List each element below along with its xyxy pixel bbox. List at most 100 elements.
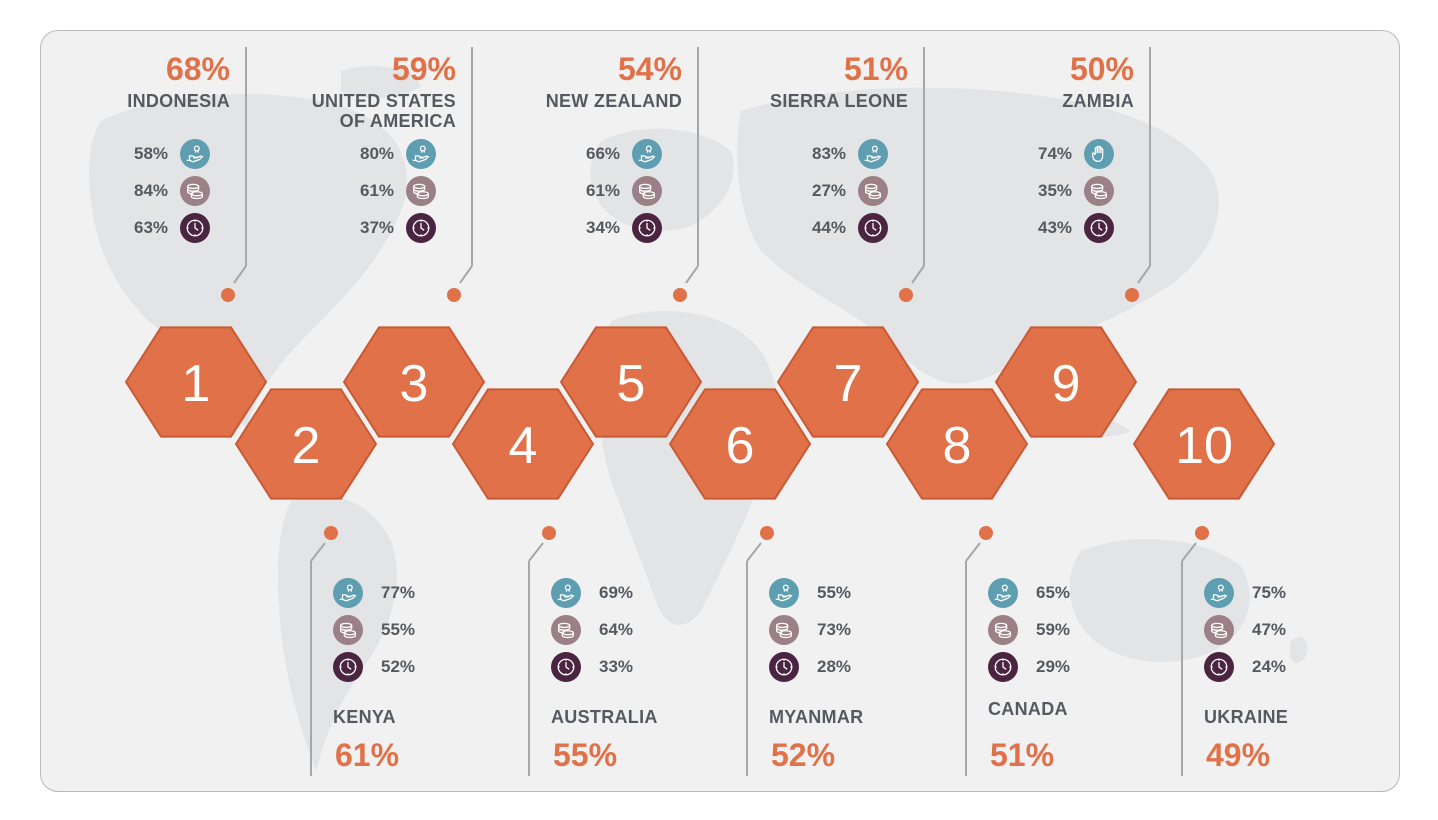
stat-row: 84%	[134, 176, 211, 206]
top-percent: 50%	[1069, 51, 1134, 87]
stat-row: 77%	[333, 578, 415, 608]
hexagon-shape	[342, 326, 486, 438]
coins-icon	[1084, 176, 1115, 206]
stat-row: 29%	[988, 652, 1070, 682]
rank-number: 9	[1052, 355, 1081, 413]
stat-row: 37%	[360, 213, 437, 243]
stat-value: 55%	[817, 583, 852, 602]
stat-row: 61%	[586, 176, 663, 206]
stat-row: 58%	[134, 139, 211, 169]
clock-icon	[858, 213, 889, 243]
bottom-percent: 52%	[771, 737, 836, 773]
coins-icon	[988, 615, 1018, 645]
stat-row: 73%	[769, 615, 851, 645]
hexagon-shape	[124, 326, 268, 438]
hexagon-rank-3: 3	[342, 326, 486, 438]
country-name: CANADA	[988, 699, 1068, 719]
coins-icon	[180, 176, 211, 206]
hexagon-shape	[885, 388, 1029, 500]
country-name: ZAMBIA	[1062, 91, 1134, 111]
rank-number: 5	[617, 355, 646, 413]
stat-row: 27%	[812, 176, 889, 206]
clock-icon	[406, 213, 437, 243]
stat-value: 55%	[381, 620, 416, 639]
stat-row: 83%	[812, 139, 889, 169]
hexagon-rank-chain: 1 2 3 4 5 6 7 8 9 10	[124, 326, 1276, 500]
hexagon-rank-7: 7	[776, 326, 920, 438]
stat-value: 58%	[134, 144, 169, 163]
clock-icon	[988, 652, 1018, 682]
stat-row: 35%	[1038, 176, 1115, 206]
stat-row: 52%	[333, 652, 415, 682]
stat-value: 83%	[812, 144, 847, 163]
rank-number: 6	[726, 417, 755, 475]
hexagon-shape	[559, 326, 703, 438]
hand-coin-icon	[858, 139, 889, 169]
hand-coin-icon	[180, 139, 211, 169]
country-name: UKRAINE	[1204, 707, 1289, 727]
stat-value: 84%	[134, 181, 169, 200]
stat-row: 47%	[1204, 615, 1286, 645]
stat-value: 35%	[1038, 181, 1073, 200]
stat-row: 55%	[333, 615, 415, 645]
stat-value: 47%	[1252, 620, 1287, 639]
hexagon-rank-10: 10	[1132, 388, 1276, 500]
rank-number: 2	[292, 417, 321, 475]
stat-value: 74%	[1038, 144, 1073, 163]
stat-value: 34%	[586, 218, 621, 237]
hand-coin-icon	[988, 578, 1018, 608]
coins-icon	[551, 615, 581, 645]
hexagon-shape	[994, 326, 1138, 438]
stat-row: 55%	[769, 578, 851, 608]
hexagon-rank-6: 6	[668, 388, 812, 500]
stat-value: 66%	[586, 144, 621, 163]
stat-row: 24%	[1204, 652, 1286, 682]
clock-icon	[632, 213, 663, 243]
country-name: INDONESIA	[127, 91, 230, 111]
stat-value: 59%	[1036, 620, 1071, 639]
coins-icon	[333, 615, 363, 645]
stat-row: 34%	[586, 213, 663, 243]
hexagon-rank-2: 2	[234, 388, 378, 500]
rank-number: 7	[834, 355, 863, 413]
stat-value: 77%	[381, 583, 416, 602]
coins-icon	[406, 176, 437, 206]
country-name: MYANMAR	[769, 707, 864, 727]
stat-row: 28%	[769, 652, 851, 682]
stat-value: 73%	[817, 620, 852, 639]
stat-value: 64%	[599, 620, 634, 639]
clock-icon	[180, 213, 211, 243]
stat-value: 63%	[134, 218, 169, 237]
stat-value: 80%	[360, 144, 395, 163]
hand-coin-icon	[632, 139, 663, 169]
hexagon-rank-9: 9	[994, 326, 1138, 438]
top-percent: 54%	[617, 51, 682, 87]
stat-value: 44%	[812, 218, 847, 237]
hand-coin-icon	[551, 578, 581, 608]
infographic-frame: 1 2 3 4 5 6 7 8 9 10 68% INDONESIA 58% 84% 63% 59% UNIT…	[40, 30, 1400, 792]
stat-value: 61%	[360, 181, 395, 200]
stat-value: 43%	[1038, 218, 1073, 237]
rank-number: 1	[182, 355, 211, 413]
stat-value: 24%	[1252, 657, 1287, 676]
hexagon-rank-1: 1	[124, 326, 268, 438]
stat-row: 59%	[988, 615, 1070, 645]
hexagon-shape	[1132, 388, 1276, 500]
stat-value: 33%	[599, 657, 634, 676]
hexagon-shape	[451, 388, 595, 500]
top-percent: 59%	[391, 51, 456, 87]
stat-value: 61%	[586, 181, 621, 200]
stat-row: 33%	[551, 652, 633, 682]
stat-value: 29%	[1036, 657, 1071, 676]
bottom-percent: 55%	[553, 737, 618, 773]
country-name: KENYA	[333, 707, 396, 727]
stat-value: 52%	[381, 657, 416, 676]
stat-value: 37%	[360, 218, 395, 237]
stat-value: 69%	[599, 583, 634, 602]
coins-icon	[858, 176, 889, 206]
stat-value: 75%	[1252, 583, 1287, 602]
rank-number: 10	[1175, 417, 1233, 475]
bottom-percent: 61%	[335, 737, 400, 773]
country-name: SIERRA LEONE	[770, 91, 908, 111]
stat-row: 64%	[551, 615, 633, 645]
